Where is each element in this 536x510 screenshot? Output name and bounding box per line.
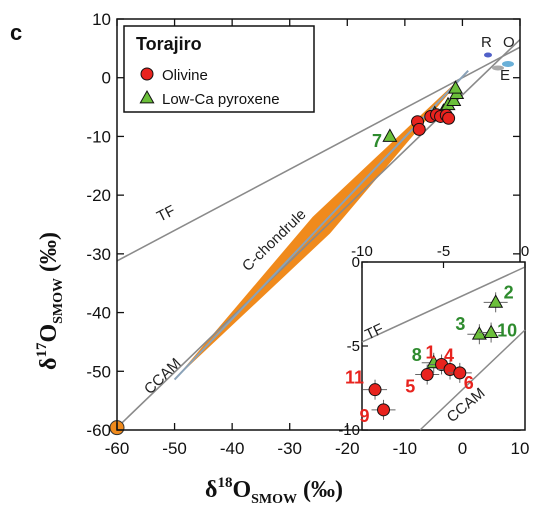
pyroxene-point (446, 92, 462, 107)
inset-olivine-point (453, 366, 467, 380)
legend-box (123, 25, 315, 113)
y-tick-label: 10 (92, 10, 111, 29)
x-tick-label: -40 (220, 439, 245, 458)
inset-pyroxene-point (483, 324, 499, 338)
x-tick-label: -50 (162, 439, 187, 458)
pyroxene-point (448, 80, 464, 94)
inset-pyroxene-label: 3 (455, 314, 465, 334)
main-plot: -60 -50 -40 -30 -20 -10 0 10100-10-20-30-40-50-… (86, 10, 529, 458)
endmember-e: E (500, 67, 510, 84)
endmember-o-marker (502, 61, 514, 67)
y-tick-label: -40 (86, 304, 111, 323)
x-tick-label: 0 (458, 439, 467, 458)
inset-x-tick-label: 0 (521, 243, 529, 260)
inset-olivine-label: 11 (345, 368, 364, 388)
legend-olivine-label: Olivine (162, 67, 208, 84)
inset-y-tick-label: 0 (352, 254, 360, 271)
inset-olivine-point (420, 368, 434, 382)
inset-olivine-label: 9 (360, 406, 370, 426)
line-tf (116, 46, 521, 262)
legend-pyroxene-label: Low-Ca pyroxene (162, 91, 280, 108)
endmember-r: R (481, 34, 492, 51)
x-axis-label: δ18OSMOW (‰) (205, 475, 343, 507)
inset-pyroxene-label: 2 (504, 282, 514, 302)
inset-x-tick-label: -5 (437, 243, 450, 260)
inset-olivine-label: 5 (405, 377, 415, 397)
y-tick-label: -30 (86, 245, 111, 264)
endmember-e-marker (492, 65, 504, 71)
inset-axis-ticks: -10 -5 0 0 -5 -10 (338, 243, 529, 439)
inset-olivine-point (377, 403, 391, 417)
olivine-point (412, 122, 426, 136)
y-axis-label: δ17OSMOW(‰) (34, 232, 66, 370)
legend-olivine-marker (140, 67, 154, 81)
endmember-r-marker (484, 52, 492, 58)
data-points (382, 80, 465, 142)
inset-y-tick-label: -5 (347, 338, 360, 355)
pyroxene-point (382, 128, 398, 142)
inset-ccam-line (419, 329, 526, 431)
inset-reference-lines (361, 266, 526, 431)
olivine-point (442, 111, 456, 125)
y-tick-label: 0 (102, 69, 111, 88)
x-tick-label: -10 (393, 439, 418, 458)
inset-pyroxene-label: 10 (497, 321, 517, 341)
legend-title: Torajiro (136, 34, 202, 54)
x-tick-label: 10 (511, 439, 530, 458)
y-tick-label: -20 (86, 186, 111, 205)
tf-line-label: TF (154, 202, 178, 225)
inset-data-points: 8 3 10 2 11 9 51 46 (345, 282, 517, 426)
inset-pyroxene-label: 8 (412, 345, 422, 365)
inset-olivine-point (368, 383, 382, 397)
inset-pyroxene-point (471, 326, 487, 340)
inset-tf-line (361, 266, 526, 343)
x-tick-label: -30 (277, 439, 302, 458)
inset-y-tick-label: -10 (338, 422, 360, 439)
legend: Torajiro Olivine Low-Ca pyroxene (123, 25, 315, 113)
inset-olivine-label: 6 (464, 373, 474, 393)
panel-label: c (10, 20, 22, 45)
legend-pyroxene-marker (139, 89, 155, 104)
axis-ticks: -60 -50 -40 -30 -20 -10 0 10100-10-20-30-40-50-… (86, 10, 529, 458)
x-tick-label: -20 (335, 439, 360, 458)
y-tick-label: -10 (86, 127, 111, 146)
label-7: 7 (372, 131, 382, 151)
inset-x-tick-label: -10 (351, 243, 373, 260)
endmembers: R O E (481, 34, 515, 84)
inset-tf-label: TF (363, 320, 387, 343)
inset-olivine-label: 4 (444, 346, 454, 366)
y-tick-label: -50 (86, 362, 111, 381)
x-tick-label: -60 (105, 439, 130, 458)
plot-frame (116, 18, 521, 431)
y-tick-label: -60 (86, 421, 111, 440)
endmember-o: O (503, 34, 515, 51)
inset-olivine-label: 1 (426, 342, 436, 362)
inset-pyroxene-point (488, 294, 504, 308)
